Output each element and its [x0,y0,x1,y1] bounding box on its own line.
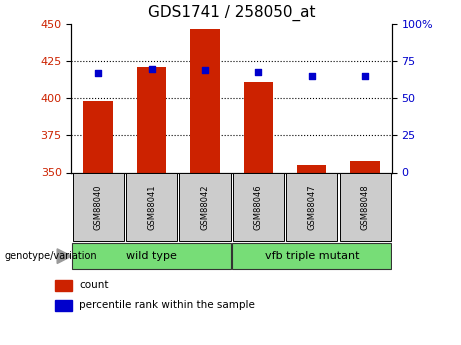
Bar [55,280,72,291]
Bar [244,82,273,172]
Text: wild type: wild type [126,250,177,260]
Text: vfb triple mutant: vfb triple mutant [265,250,359,260]
FancyBboxPatch shape [233,173,284,241]
Text: count: count [79,280,109,290]
Bar [137,67,166,172]
FancyBboxPatch shape [72,173,124,241]
Text: GSM88048: GSM88048 [361,184,370,230]
Text: GSM88046: GSM88046 [254,184,263,230]
Bar [190,29,219,172]
Text: GSM88042: GSM88042 [201,184,209,230]
Title: GDS1741 / 258050_at: GDS1741 / 258050_at [148,5,315,21]
Text: GSM88041: GSM88041 [147,184,156,230]
Polygon shape [57,249,71,264]
FancyBboxPatch shape [72,243,231,269]
Text: GSM88040: GSM88040 [94,184,103,230]
Point [254,69,262,75]
Point [308,73,315,79]
Point [361,73,369,79]
FancyBboxPatch shape [232,243,391,269]
Text: GSM88047: GSM88047 [307,184,316,230]
Point [95,70,102,76]
Text: genotype/variation: genotype/variation [5,251,97,261]
Text: percentile rank within the sample: percentile rank within the sample [79,300,255,310]
FancyBboxPatch shape [339,173,391,241]
Bar [83,101,113,172]
Bar [350,161,380,172]
FancyBboxPatch shape [286,173,337,241]
FancyBboxPatch shape [126,173,177,241]
Bar [55,300,72,311]
Point [148,66,155,71]
Point [201,67,209,73]
Bar [297,165,326,172]
FancyBboxPatch shape [179,173,230,241]
